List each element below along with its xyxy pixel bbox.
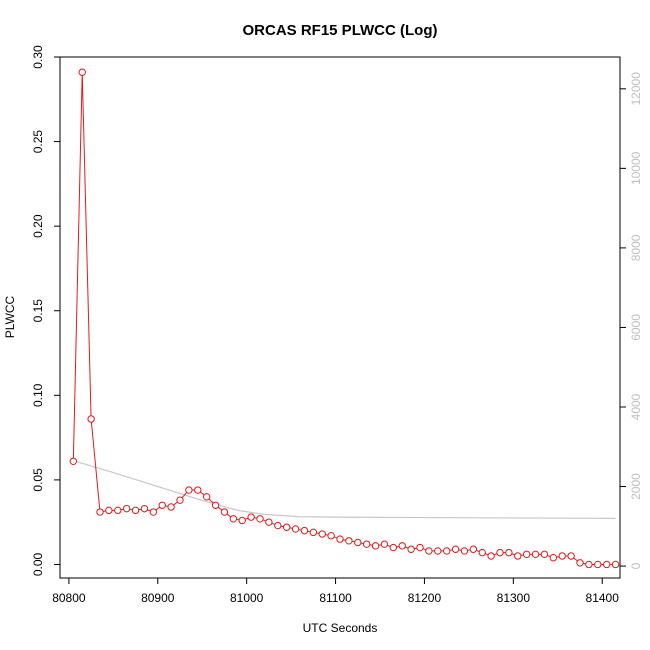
y-tick-label: 0.25 (31, 130, 45, 154)
data-point (87, 415, 95, 423)
data-point (78, 68, 86, 76)
x-tick-label: 81000 (230, 591, 264, 605)
y2-tick-label: 0 (629, 562, 643, 569)
series-layer (69, 68, 620, 569)
x-tick-label: 81400 (586, 591, 620, 605)
data-point (602, 560, 611, 569)
data-point (167, 503, 175, 511)
data-point (238, 516, 246, 525)
y-tick-label: 0.20 (31, 214, 45, 238)
data-point (327, 532, 335, 540)
series-line-primary (72, 72, 616, 565)
data-point (611, 560, 620, 569)
data-point (122, 504, 131, 513)
data-point (442, 547, 451, 555)
data-point (336, 535, 344, 543)
data-point (496, 548, 504, 557)
data-point (309, 528, 318, 537)
data-point (300, 526, 309, 535)
data-point (131, 506, 140, 515)
data-point (407, 545, 415, 553)
data-point (505, 548, 513, 557)
x-axis: 80800 80900 81000 81100 81200 81300 81400 (52, 578, 619, 605)
y2-tick-label: 2000 (629, 473, 643, 500)
x-tick-label: 80900 (141, 591, 175, 605)
data-point (460, 547, 469, 555)
chart-title: ORCAS RF15 PLWCC (Log) (243, 22, 438, 39)
data-point (96, 508, 104, 516)
data-point (469, 545, 478, 553)
y-tick-label: 0.15 (31, 299, 45, 323)
data-point (220, 508, 229, 516)
data-point (202, 493, 211, 501)
data-point (549, 554, 558, 562)
y2-tick-label: 10000 (629, 151, 643, 185)
y-axis-label: PLWCC (3, 295, 17, 338)
data-point (371, 542, 380, 550)
data-point (265, 518, 273, 526)
data-point (211, 501, 220, 509)
data-point (540, 550, 549, 559)
data-point (149, 508, 158, 516)
data-point (229, 515, 238, 523)
data-point (158, 501, 166, 509)
y-tick-label: 0.30 (31, 45, 45, 69)
y-tick-label: 0.05 (31, 468, 45, 492)
data-point (318, 530, 326, 538)
y2-axis: 0 2000 4000 6000 8000 10000 12000 (620, 72, 643, 569)
data-point (398, 542, 406, 550)
data-point (105, 506, 113, 515)
data-point (425, 547, 433, 555)
x-axis-label: UTC Seconds (303, 621, 378, 635)
y2-tick-label: 12000 (629, 72, 643, 106)
data-point (522, 550, 531, 559)
y-tick-label: 0.00 (31, 552, 45, 576)
data-point (345, 537, 353, 545)
data-point (291, 525, 300, 533)
data-point (434, 547, 442, 555)
data-point (194, 486, 202, 494)
x-tick-label: 81300 (497, 591, 531, 605)
data-point (185, 486, 193, 494)
data-point (69, 457, 78, 465)
data-point (594, 560, 602, 569)
data-point (576, 559, 584, 567)
x-tick-label: 81200 (408, 591, 442, 605)
data-point (531, 550, 540, 559)
series-line-secondary (73, 460, 616, 519)
data-point (451, 545, 460, 553)
data-point (114, 506, 122, 515)
data-point (567, 552, 575, 560)
data-point (362, 540, 371, 548)
data-point (416, 543, 424, 552)
y2-tick-label: 8000 (629, 234, 643, 261)
y2-tick-label: 4000 (629, 393, 643, 420)
data-point (274, 521, 282, 530)
data-point (585, 560, 593, 569)
data-point (389, 543, 398, 552)
x-tick-label: 80800 (52, 591, 86, 605)
data-point (176, 496, 184, 504)
data-point (514, 552, 522, 560)
data-point (282, 523, 291, 531)
y-tick-label: 0.10 (31, 383, 45, 407)
data-point (247, 513, 255, 521)
y2-tick-label: 6000 (629, 314, 643, 341)
data-point (487, 552, 495, 560)
x-tick-label: 81100 (319, 591, 352, 605)
data-point (140, 504, 149, 513)
y-axis: 0.00 0.05 0.10 0.15 0.20 0.25 0.30 (31, 45, 60, 576)
data-point (256, 515, 264, 523)
data-point (380, 540, 389, 548)
data-point (478, 548, 486, 557)
data-point (354, 538, 362, 547)
plot-frame (59, 56, 621, 579)
data-point (558, 552, 566, 560)
